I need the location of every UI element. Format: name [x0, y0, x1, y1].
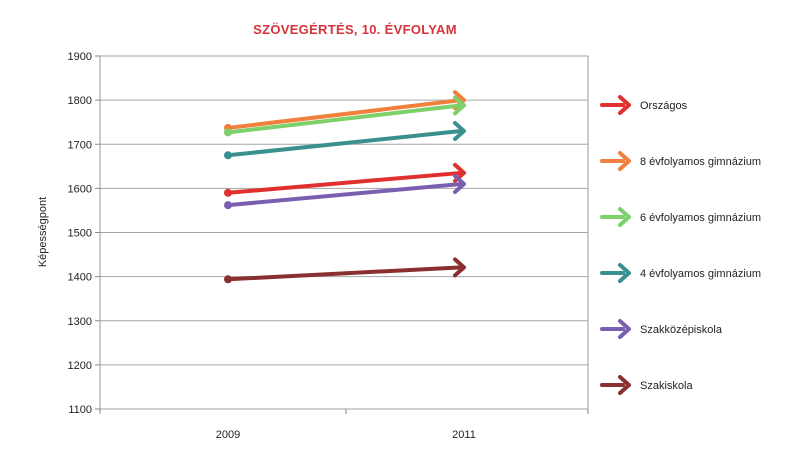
data-point-2011-arrow	[453, 257, 466, 278]
legend-label: 8 évfolyamos gimnázium	[640, 156, 761, 168]
chart-title: SZÖVEGÉRTÉS, 10. ÉVFOLYAM	[253, 22, 457, 37]
data-point-2011-arrow	[453, 95, 466, 116]
data-point-2009	[224, 128, 232, 137]
data-point-2009	[224, 188, 232, 197]
y-tick-label: 1400	[68, 272, 92, 284]
series-line	[226, 98, 463, 130]
x-axis-ticks: 2009 2011	[99, 409, 589, 441]
data-point-2009	[224, 151, 232, 160]
legend-item: 6 évfolyamos gimnázium	[600, 207, 761, 227]
x-tick-label: 2011	[452, 429, 476, 441]
legend-arrow-head-icon	[618, 207, 631, 227]
legend-item: Szakiskola	[600, 375, 693, 395]
data-point-2011-arrow	[453, 121, 466, 142]
y-tick-label: 1200	[68, 360, 92, 372]
legend: Országos 8 évfolyamos gimnázium 6 évfolyam…	[600, 95, 761, 395]
y-axis-ticks: 1100 1200 1300 1400 1500 1600 1700 1800 1900	[68, 51, 100, 416]
series-2	[224, 95, 466, 137]
series-4	[224, 173, 466, 210]
legend-arrow-head-icon	[618, 375, 631, 395]
legend-label: Szakközépiskola	[640, 324, 723, 336]
series-5	[224, 257, 466, 284]
legend-arrow-head-icon	[618, 151, 631, 171]
x-tick-label: 2009	[216, 429, 240, 441]
y-tick-label: 1300	[68, 316, 92, 328]
series-line	[226, 181, 463, 208]
y-tick-label: 1700	[68, 139, 92, 151]
series-line	[226, 103, 463, 135]
gridlines	[100, 55, 588, 410]
legend-item: Szakközépiskola	[600, 319, 723, 339]
series-line	[226, 265, 463, 282]
series-lines	[224, 90, 466, 284]
legend-label: Szakiskola	[640, 380, 693, 392]
legend-label: Országos	[640, 100, 688, 112]
legend-item: Országos	[600, 95, 688, 115]
y-tick-label: 1500	[68, 228, 92, 240]
y-tick-label: 1600	[68, 183, 92, 195]
y-axis-label: Képességpont	[37, 197, 49, 267]
legend-arrow-head-icon	[618, 95, 631, 115]
y-tick-label: 1900	[68, 51, 92, 63]
legend-arrow-head-icon	[618, 263, 631, 283]
series-3	[224, 121, 466, 160]
legend-arrow-head-icon	[618, 319, 631, 339]
series-line	[226, 129, 463, 158]
data-point-2011-arrow	[453, 173, 466, 194]
legend-item: 4 évfolyamos gimnázium	[600, 263, 761, 283]
legend-item: 8 évfolyamos gimnázium	[600, 151, 761, 171]
y-tick-label: 1800	[68, 95, 92, 107]
data-point-2009	[224, 275, 232, 284]
y-tick-label: 1100	[68, 404, 92, 416]
legend-label: 6 évfolyamos gimnázium	[640, 212, 761, 224]
data-point-2009	[224, 201, 232, 210]
legend-label: 4 évfolyamos gimnázium	[640, 268, 761, 280]
series-line	[226, 170, 463, 195]
